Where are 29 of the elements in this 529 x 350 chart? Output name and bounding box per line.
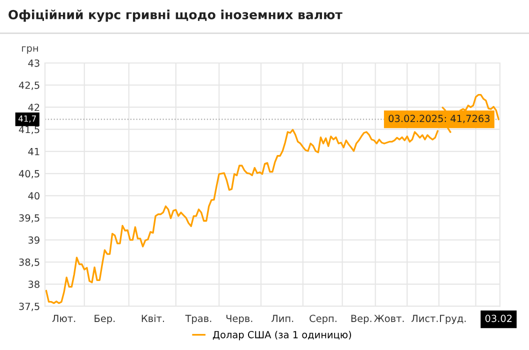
x-tick-label: Лют. xyxy=(52,314,76,322)
y-tick-label: 42,5 xyxy=(18,82,40,90)
x-tick-label: Бер. xyxy=(94,314,115,324)
x-tick-label: Серп. xyxy=(310,314,336,324)
x-tick-label: Вер. xyxy=(351,314,372,324)
y-tick-label: 42 xyxy=(28,104,40,111)
x-tick-label: Груд. xyxy=(440,314,466,324)
y-tick-label: 40 xyxy=(28,192,40,200)
y-axis-title: грн xyxy=(22,46,38,54)
x-tick-label: 03.02 xyxy=(485,314,512,322)
x-tick-label: Квіт. xyxy=(142,314,164,322)
chart-title: Офіційний курс гривні щодо іноземних валют xyxy=(8,10,342,22)
y-tick-label: 40,5 xyxy=(18,170,40,178)
y-tick-label: 39,5 xyxy=(19,214,40,223)
y-tick-label: 38 xyxy=(28,280,40,288)
y-tick-label: 39 xyxy=(28,236,40,244)
ref-line-label: 41,7 xyxy=(18,116,36,123)
x-tick-label: Лип. xyxy=(271,314,294,322)
x-tick-label: Черв. xyxy=(226,314,252,324)
y-tick-label: 41 xyxy=(28,148,40,156)
y-tick-label: 41,5 xyxy=(18,126,40,134)
y-tick-label: 43 xyxy=(28,59,40,67)
x-tick-label: Лист. xyxy=(411,314,438,322)
x-tick-label: Жовт. xyxy=(374,314,404,322)
legend-label: Долар США (за 1 одиницю) xyxy=(212,330,352,340)
x-tick-label: Трав. xyxy=(185,314,212,324)
annotation: 03.02.2025: 41,7263 xyxy=(388,114,490,124)
y-tick-label: 37,5 xyxy=(19,302,40,312)
y-tick-label: 38,5 xyxy=(19,258,40,267)
